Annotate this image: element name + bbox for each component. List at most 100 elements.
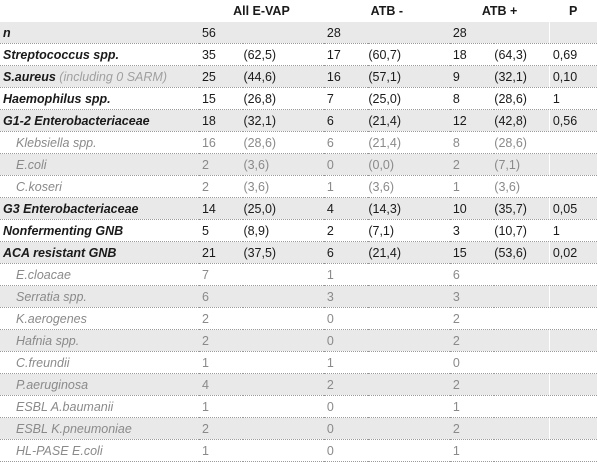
percent-atb-plus xyxy=(494,22,550,44)
p-value: 0,05 xyxy=(548,197,597,220)
percent-all-evap xyxy=(243,439,324,462)
percent-atb-minus xyxy=(368,417,450,440)
table-row: Nonfermenting GNB 5 (8,9) 2 (7,1) 3 (10,7) 1 xyxy=(0,219,597,242)
count-atb-minus: 0 xyxy=(323,417,369,440)
header-row: All E-VAP ATB - ATB + P xyxy=(0,0,597,22)
percent-all-evap xyxy=(243,329,324,352)
count-atb-minus: 7 xyxy=(323,87,369,110)
percent-all-evap xyxy=(243,263,324,286)
percent-atb-plus: (53,6) xyxy=(494,241,550,264)
count-all-evap: 5 xyxy=(198,219,244,242)
percent-all-evap: (37,5) xyxy=(243,241,324,264)
p-value xyxy=(548,175,597,198)
percent-all-evap: (32,1) xyxy=(243,109,324,132)
percent-atb-minus xyxy=(368,285,450,308)
percent-atb-plus xyxy=(494,285,550,308)
row-label: n xyxy=(0,22,199,44)
table-row: Streptococcus spp. 35 (62,5) 17 (60,7) 18 (64,… xyxy=(0,43,597,66)
percent-atb-minus: (60,7) xyxy=(368,43,450,66)
count-all-evap: 1 xyxy=(198,439,244,462)
row-label-text: Serratia spp. xyxy=(16,289,87,304)
p-value: 0,56 xyxy=(548,109,597,132)
percent-atb-minus: (21,4) xyxy=(368,109,450,132)
table-row: Hafnia spp. 2 0 2 xyxy=(0,329,597,352)
row-label-text: C.koseri xyxy=(16,179,62,194)
count-atb-plus: 9 xyxy=(449,65,495,88)
count-all-evap: 2 xyxy=(198,417,244,440)
header-all-evap: All E-VAP xyxy=(198,0,324,22)
p-value xyxy=(548,307,597,330)
count-all-evap: 7 xyxy=(198,263,244,286)
row-label-text: ESBL K.pneumoniae xyxy=(16,421,132,436)
count-atb-minus: 1 xyxy=(323,351,369,374)
percent-atb-plus xyxy=(494,329,550,352)
percent-atb-minus: (21,4) xyxy=(368,131,450,154)
row-label-text: S.aureus xyxy=(3,69,56,84)
percent-atb-plus: (35,7) xyxy=(494,197,550,220)
row-label: K.aerogenes xyxy=(0,307,199,330)
table-row: E.coli 2 (3,6) 0 (0,0) 2 (7,1) xyxy=(0,153,597,176)
p-value xyxy=(548,263,597,286)
p-value xyxy=(548,329,597,352)
p-value: 0,69 xyxy=(548,43,597,66)
count-atb-minus: 0 xyxy=(323,395,369,418)
count-all-evap: 1 xyxy=(198,351,244,374)
percent-atb-plus: (7,1) xyxy=(494,153,550,176)
count-atb-minus: 1 xyxy=(323,175,369,198)
percent-all-evap: (26,8) xyxy=(243,87,324,110)
count-atb-plus: 15 xyxy=(449,241,495,264)
percent-all-evap: (8,9) xyxy=(243,219,324,242)
count-atb-minus: 4 xyxy=(323,197,369,220)
header-blank xyxy=(0,0,199,22)
table-row: G3 Enterobacteriaceae 14 (25,0) 4 (14,3) 10 (3… xyxy=(0,197,597,220)
percent-atb-minus xyxy=(368,307,450,330)
table-row: ESBL A.baumanii 1 0 1 xyxy=(0,395,597,418)
percent-atb-minus: (57,1) xyxy=(368,65,450,88)
percent-atb-plus: (42,8) xyxy=(494,109,550,132)
count-atb-plus: 1 xyxy=(449,439,495,462)
count-all-evap: 4 xyxy=(198,373,244,396)
p-value xyxy=(548,153,597,176)
count-all-evap: 18 xyxy=(198,109,244,132)
count-atb-plus: 6 xyxy=(449,263,495,286)
table-row: Serratia spp. 6 3 3 xyxy=(0,285,597,308)
percent-all-evap xyxy=(243,285,324,308)
percent-atb-minus: (7,1) xyxy=(368,219,450,242)
count-atb-minus: 6 xyxy=(323,109,369,132)
count-atb-plus: 8 xyxy=(449,131,495,154)
p-value xyxy=(548,22,597,44)
table-row: G1-2 Enterobacteriaceae 18 (32,1) 6 (21,4) 12… xyxy=(0,109,597,132)
header-atb-plus: ATB + xyxy=(449,0,550,22)
row-label-text: Streptococcus spp. xyxy=(3,47,119,62)
row-label: Streptococcus spp. xyxy=(0,43,199,66)
count-atb-minus: 0 xyxy=(323,329,369,352)
row-label: G1-2 Enterobacteriaceae xyxy=(0,109,199,132)
row-label: Haemophilus spp. xyxy=(0,87,199,110)
count-all-evap: 6 xyxy=(198,285,244,308)
percent-all-evap xyxy=(243,417,324,440)
row-label: HL-PASE E.coli xyxy=(0,439,199,462)
p-value xyxy=(548,373,597,396)
percent-all-evap xyxy=(243,351,324,374)
percent-atb-plus: (28,6) xyxy=(494,87,550,110)
percent-atb-plus: (10,7) xyxy=(494,219,550,242)
count-all-evap: 21 xyxy=(198,241,244,264)
count-all-evap: 35 xyxy=(198,43,244,66)
count-atb-minus: 3 xyxy=(323,285,369,308)
row-label: Nonfermenting GNB xyxy=(0,219,199,242)
row-label-text: ESBL A.baumanii xyxy=(16,399,114,414)
percent-atb-plus xyxy=(494,263,550,286)
row-label-text: E.coli xyxy=(16,157,47,172)
row-label: G3 Enterobacteriaceae xyxy=(0,197,199,220)
count-atb-minus: 0 xyxy=(323,307,369,330)
row-label: E.cloacae xyxy=(0,263,199,286)
count-atb-plus: 3 xyxy=(449,219,495,242)
row-label: Serratia spp. xyxy=(0,285,199,308)
count-all-evap: 56 xyxy=(198,22,244,44)
percent-all-evap: (44,6) xyxy=(243,65,324,88)
percent-atb-minus: (21,4) xyxy=(368,241,450,264)
count-atb-minus: 17 xyxy=(323,43,369,66)
row-label: Klebsiella spp. xyxy=(0,131,199,154)
percent-all-evap: (25,0) xyxy=(243,197,324,220)
